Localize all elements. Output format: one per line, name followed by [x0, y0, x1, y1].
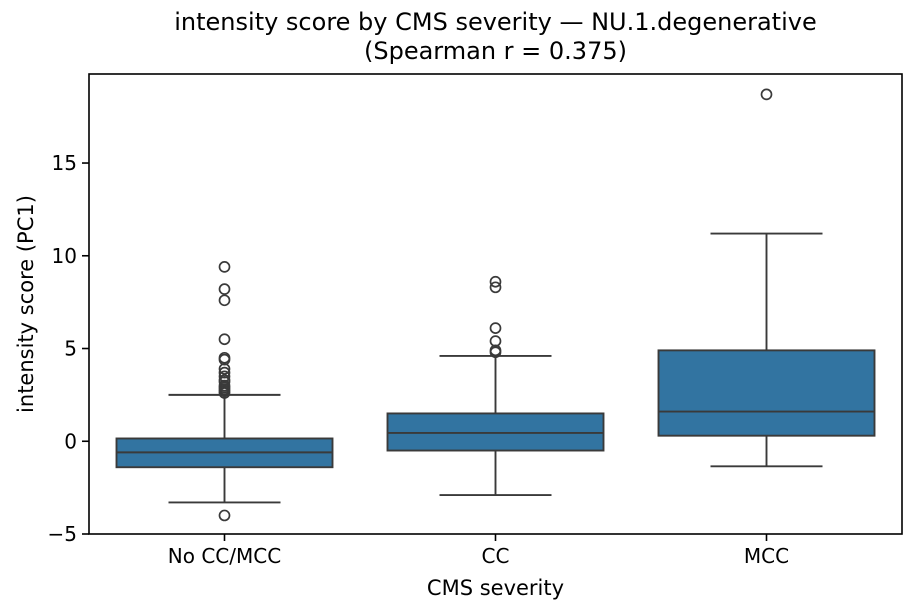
- chart-title: intensity score by CMS severity — NU.1.d…: [89, 8, 902, 66]
- y-tick-label: 5: [64, 337, 77, 361]
- outlier-point-no-cc-mcc: [218, 351, 231, 364]
- outlier-point-no-cc-mcc: [218, 374, 231, 386]
- chart-title-line2: (Spearman r = 0.375): [364, 37, 627, 65]
- outlier-point-no-cc-mcc: [218, 283, 231, 296]
- x-axis-label: CMS severity: [426, 576, 565, 600]
- y-tick-label: 15: [52, 151, 77, 175]
- box-mcc: [657, 349, 876, 437]
- outlier-point-mcc: [760, 88, 773, 101]
- outlier-point-no-cc-mcc: [218, 294, 231, 307]
- axes-frame: [88, 73, 903, 535]
- y-tick-label: −5: [48, 522, 77, 546]
- y-tick-label: 10: [52, 244, 77, 268]
- y-tick-label: 0: [64, 429, 77, 453]
- outlier-point-no-cc-mcc: [218, 366, 231, 379]
- outlier-point-no-cc-mcc: [218, 509, 231, 522]
- outlier-point-cc: [489, 335, 502, 347]
- outlier-point-cc: [489, 275, 502, 288]
- outlier-point-no-cc-mcc: [218, 261, 231, 273]
- outlier-point-cc: [489, 281, 502, 294]
- chart-title-line1: intensity score by CMS severity — NU.1.d…: [174, 8, 817, 36]
- outlier-point-cc: [489, 322, 502, 334]
- x-tick-label: MCC: [744, 544, 789, 568]
- outlier-point-no-cc-mcc: [218, 333, 231, 346]
- outlier-point-no-cc-mcc: [218, 370, 231, 383]
- x-tick-label: CC: [482, 544, 510, 568]
- x-tick-label: No CC/MCC: [168, 544, 281, 568]
